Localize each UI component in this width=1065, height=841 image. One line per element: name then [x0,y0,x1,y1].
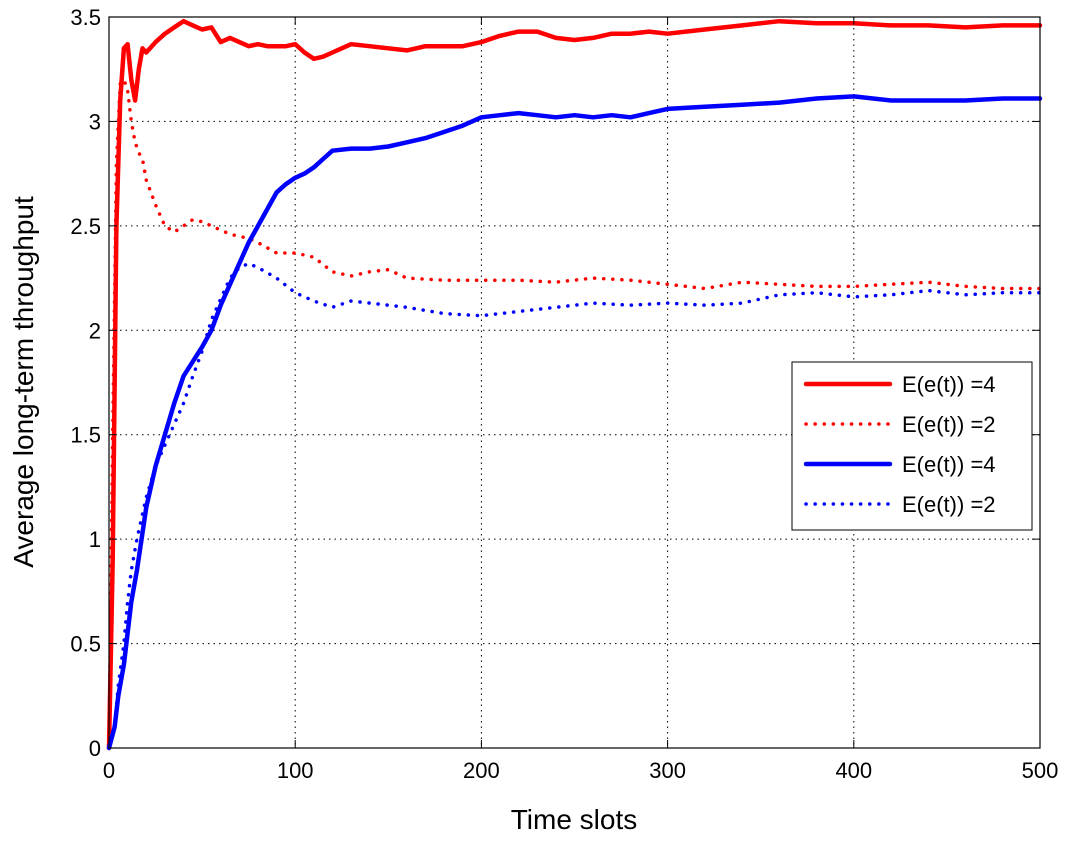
legend: E(e(t)) =4 E(e(t)) =2 E(e(t)) =4 E(e(t)) =2 [791,361,1033,531]
x-tick-label: 100 [277,758,314,783]
x-tick-label: 200 [463,758,500,783]
x-axis-title: Time slots [511,804,638,835]
axis-ticks: 0 100 200 300 400 500 0 0.5 1 1.5 2 2.5 3 3.5 [70,5,1058,783]
legend-label-3: E(e(t)) =4 [902,452,996,477]
x-tick-label: 500 [1022,758,1059,783]
series-line-3 [106,94,1043,751]
series-line-2 [107,77,1042,750]
y-tick-label: 3 [89,109,101,134]
y-axis-title: Average long-term throughput [8,196,39,568]
plot-frame [108,16,1041,749]
y-tick-label: 2 [89,318,101,343]
y-tick-label: 1.5 [70,423,101,448]
y-tick-label: 0 [89,736,101,761]
x-tick-label: 300 [649,758,686,783]
series-group [106,18,1043,751]
y-tick-label: 0.5 [70,632,101,657]
y-tick-label: 1 [89,527,101,552]
y-tick-label: 2.5 [70,214,101,239]
x-tick-label: 400 [835,758,872,783]
x-tick-label: 0 [103,758,115,783]
legend-label-4: E(e(t)) =2 [902,492,996,517]
series-line-1 [106,18,1043,751]
legend-box [791,361,1033,531]
series-line-4 [107,261,1042,750]
legend-label-2: E(e(t)) =2 [902,412,996,437]
legend-label-1: E(e(t)) =4 [902,372,996,397]
y-tick-label: 3.5 [70,5,101,30]
